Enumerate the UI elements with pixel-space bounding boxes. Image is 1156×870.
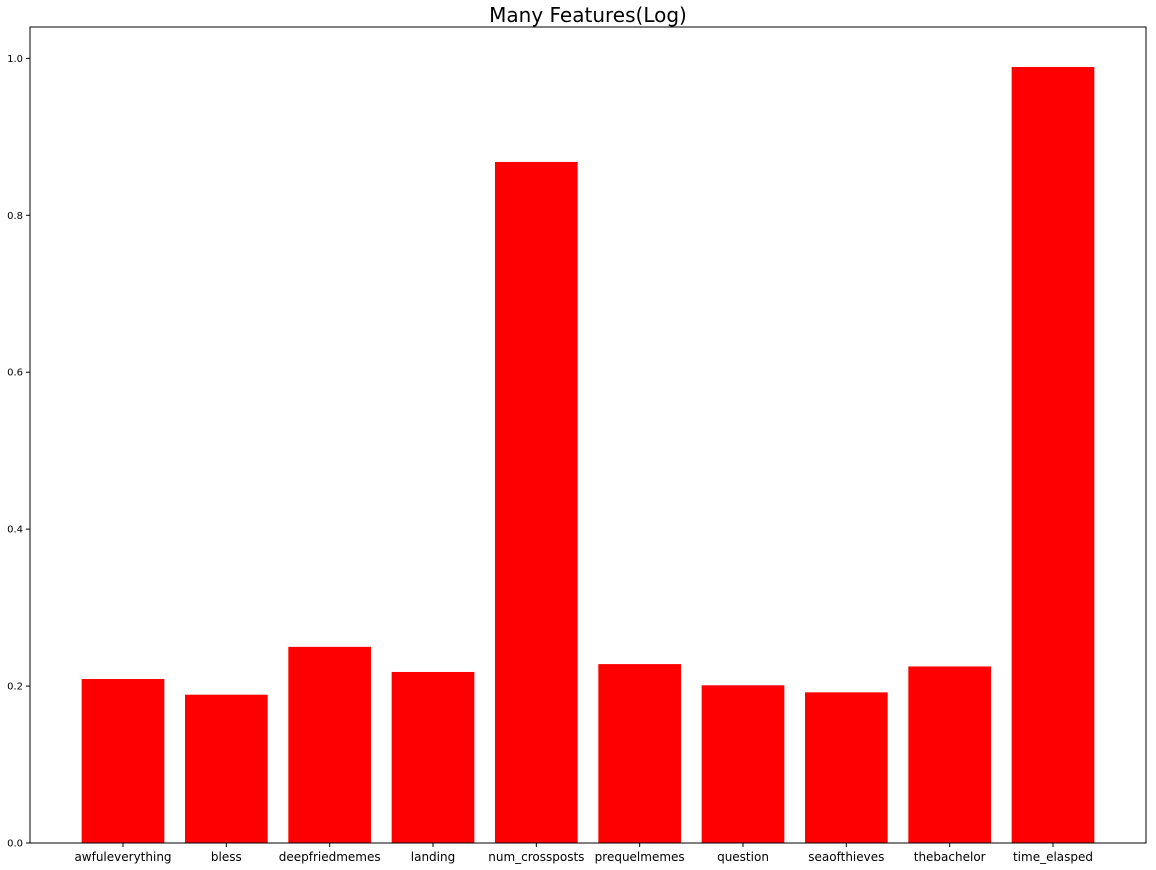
bar-seaofthieves (805, 692, 888, 843)
y-tick-label: 0.8 (7, 211, 23, 222)
x-tick-label: num_crossposts (488, 850, 584, 864)
x-tick-label: time_elasped (1013, 850, 1093, 864)
x-tick-label: seaofthieves (808, 850, 884, 864)
x-tick-label: deepfriedmemes (279, 850, 381, 864)
bar-bless (185, 694, 268, 843)
bar-landing (391, 671, 475, 843)
y-axis-ticks: 0.0 0.2 0.4 0.6 0.8 1.0 (7, 54, 30, 850)
bar-thebachelor (908, 666, 991, 843)
bar-question (701, 685, 785, 843)
x-tick-label: bless (211, 850, 242, 864)
x-tick-label: awfuleverything (74, 850, 171, 864)
bar-num_crossposts (495, 161, 578, 843)
x-tick-label: prequelmemes (595, 850, 685, 864)
x-tick-label: question (717, 850, 769, 864)
plot-frame (29, 26, 1147, 844)
x-axis-ticks: awfuleverything bless deepfriedmemes landin… (74, 843, 1093, 864)
y-tick-label: 1.0 (7, 54, 23, 65)
x-tick-label: thebachelor (914, 850, 986, 864)
bar-awfuleverything (81, 679, 165, 843)
chart-title: Many Features(Log) (489, 3, 687, 27)
y-tick-label: 0.2 (7, 682, 23, 693)
bar-time_elasped (1011, 67, 1095, 843)
bar-prequelmemes (598, 664, 681, 843)
bar-deepfriedmemes (288, 646, 371, 843)
y-tick-label: 0.4 (7, 525, 23, 536)
y-tick-label: 0.6 (7, 368, 23, 379)
x-tick-label: landing (411, 850, 455, 864)
bars-group (81, 67, 1095, 843)
y-tick-label: 0.0 (7, 839, 23, 850)
